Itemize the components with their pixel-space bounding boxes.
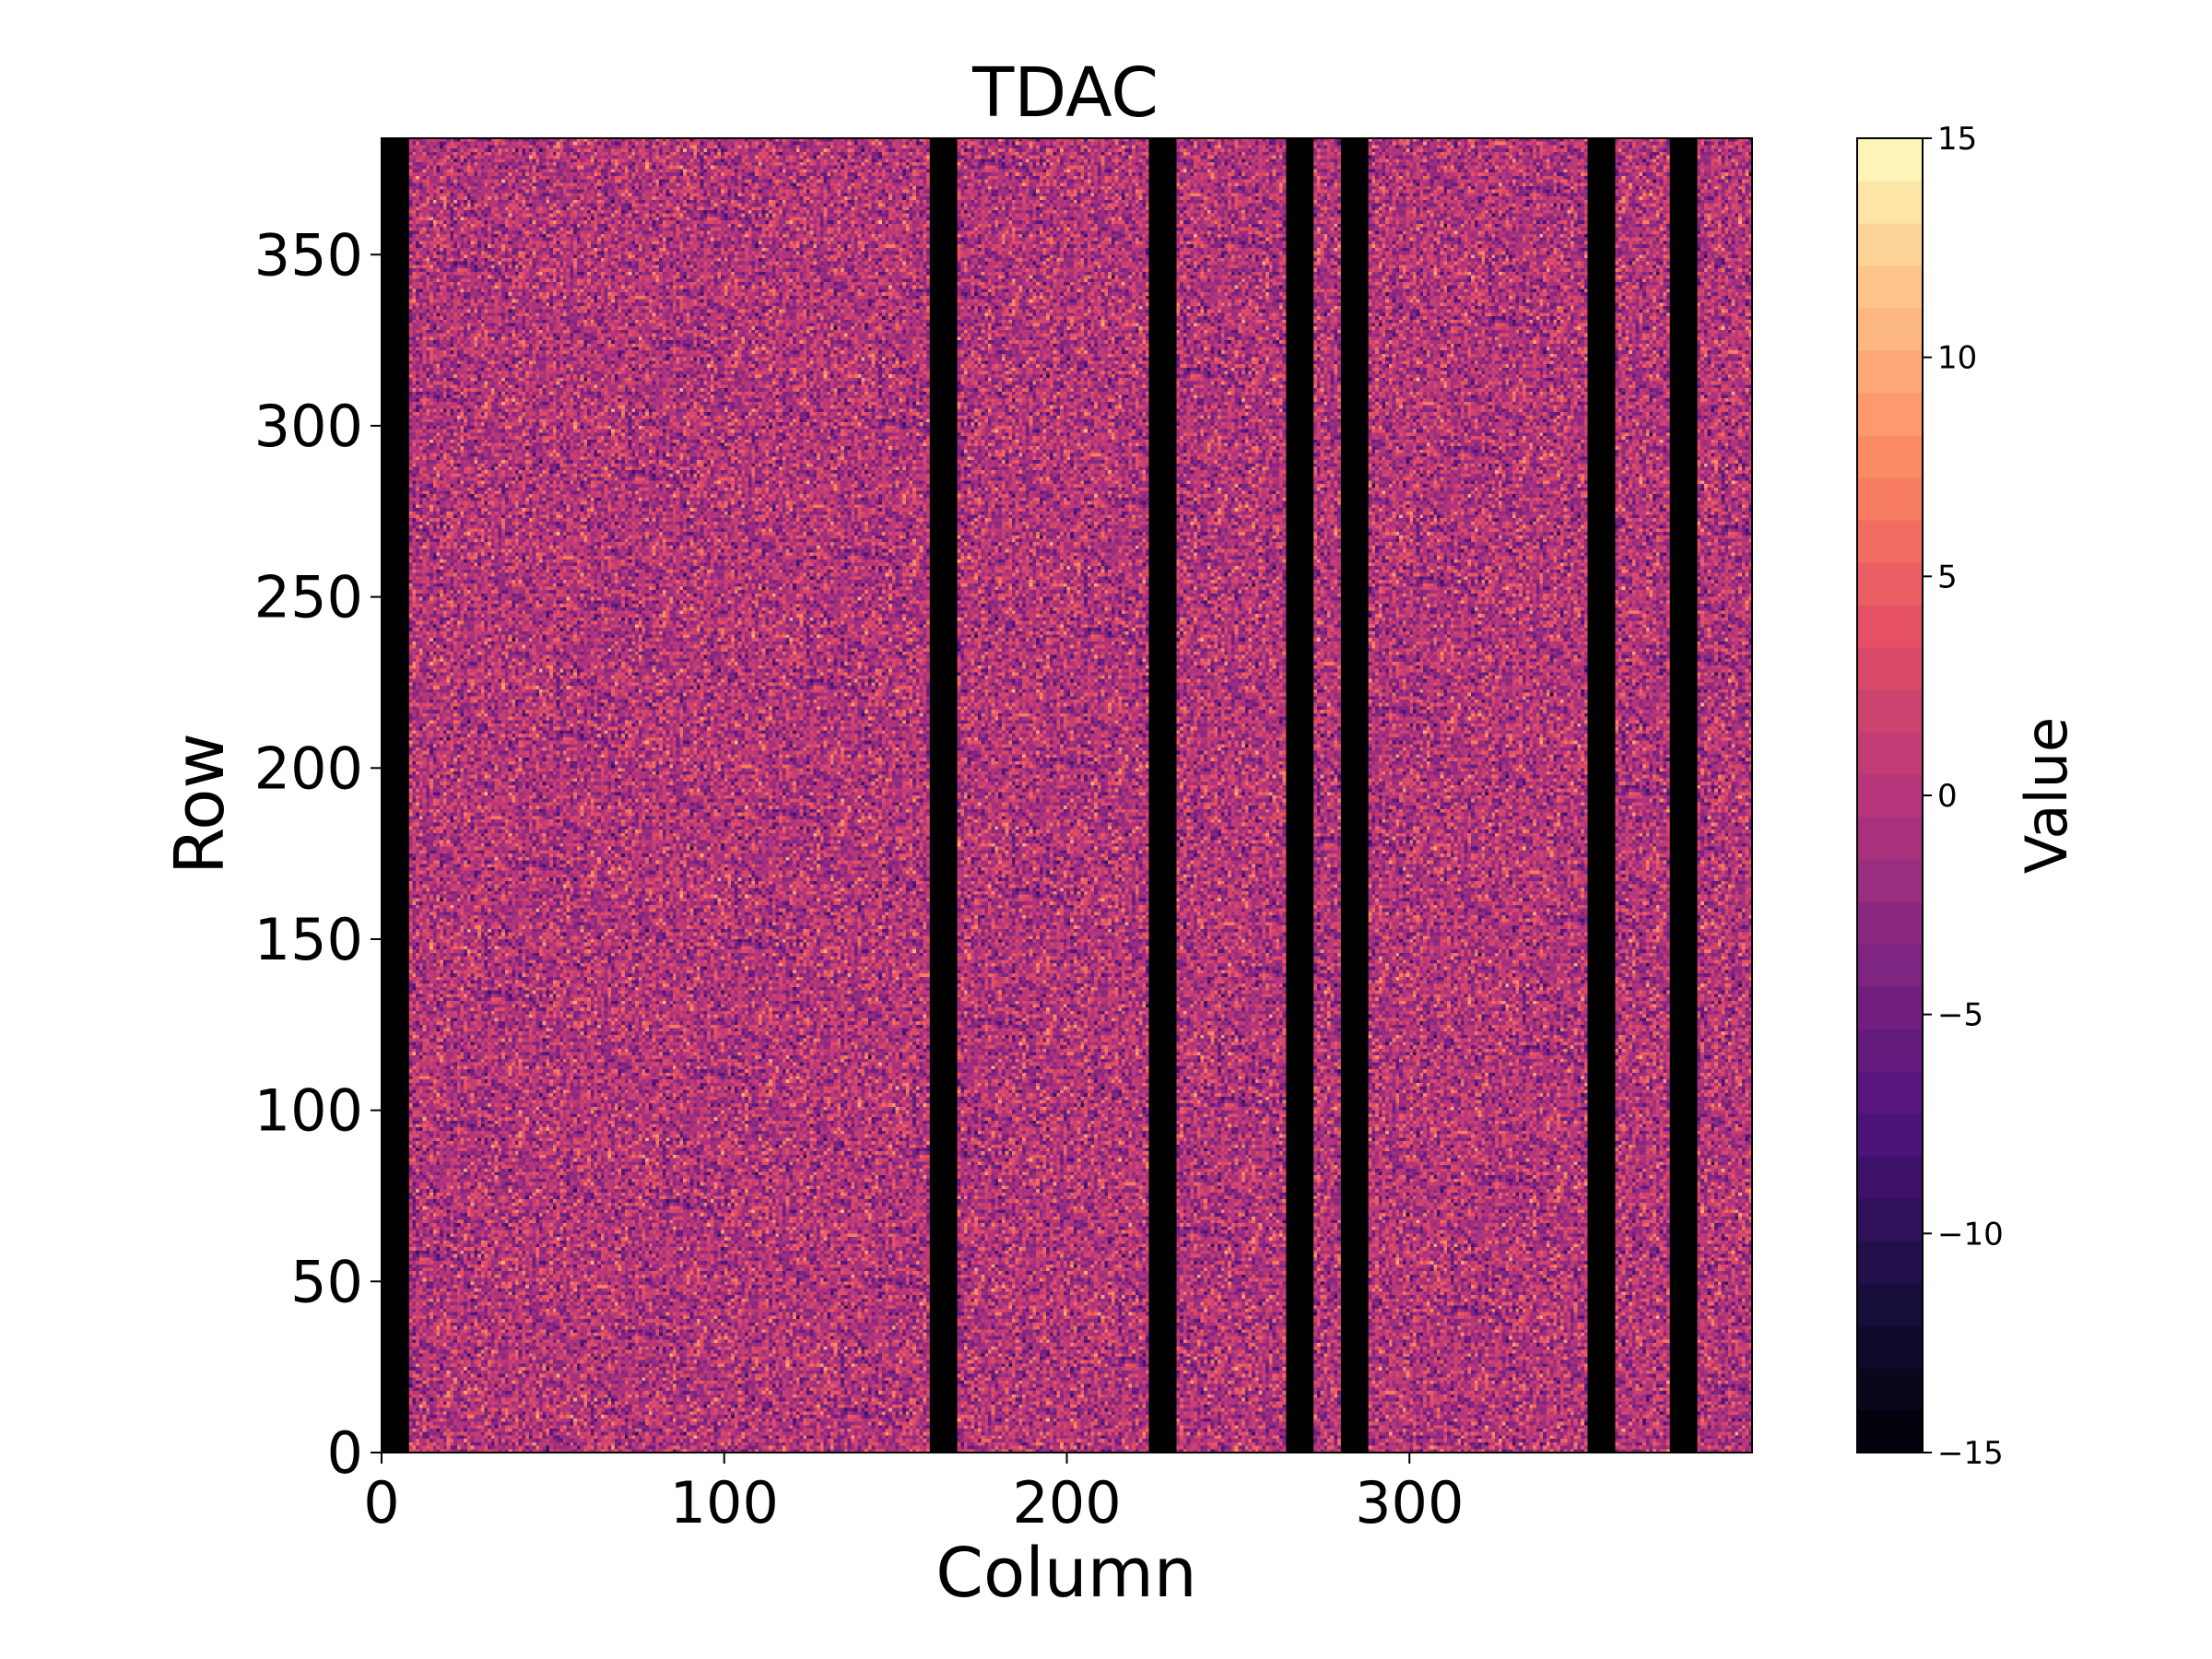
colorbar-band-3 [1857,1283,1923,1326]
colorbar-band-19 [1857,605,1923,648]
colorbar-band-13 [1857,859,1923,902]
colorbar-band-15 [1857,774,1923,818]
colorbar-band-21 [1857,520,1923,563]
colorbar-band-28 [1857,223,1923,266]
x-axis-ticks: 0 100 200 300 [363,1453,1464,1536]
y-tick-label-200: 200 [254,735,363,802]
colorbar-band-14 [1857,817,1923,860]
colorbar-tick-label-4: 5 [1937,559,1958,595]
colorbar-band-29 [1857,181,1923,224]
x-tick-label-200: 200 [1012,1469,1121,1536]
masked-column-band-1 [929,138,958,1453]
heatmap-plot-area [381,137,1753,1453]
chart-title: TDAC [971,53,1159,133]
colorbar-ticks: −15 −10 −5 0 5 10 15 [1923,121,2004,1472]
colorbar-band-16 [1857,732,1923,775]
colorbar-band-11 [1857,944,1923,987]
heatmap-canvas [382,138,1752,1453]
x-tick-label-100: 100 [670,1469,779,1536]
colorbar-tick-label-5: 10 [1937,340,1977,377]
y-axis-label: Row [160,733,240,875]
colorbar-band-27 [1857,265,1923,309]
x-tick-label-0: 0 [363,1469,399,1536]
y-tick-label-0: 0 [327,1419,363,1487]
colorbar-band-25 [1857,350,1923,394]
colorbar-band-12 [1857,901,1923,945]
colorbar-band-17 [1857,689,1923,733]
y-tick-label-300: 300 [254,393,363,460]
masked-column-band-2 [1148,138,1177,1453]
x-axis-label: Column [935,1534,1196,1613]
colorbar-tick-label-1: −10 [1937,1216,2004,1253]
y-tick-label-350: 350 [254,221,363,288]
colorbar-band-0 [1857,1410,1923,1453]
colorbar-band-24 [1857,393,1923,436]
masked-column-band-0 [382,138,409,1453]
colorbar-tick-label-2: −5 [1937,997,1983,1034]
colorbar-band-22 [1857,477,1923,521]
colorbar-band-2 [1857,1325,1923,1369]
masked-column-band-6 [1669,138,1698,1453]
y-tick-label-50: 50 [290,1248,363,1315]
colorbar-band-23 [1857,435,1923,478]
colorbar-band-4 [1857,1241,1923,1284]
colorbar-tick-label-6: 15 [1937,121,1977,158]
masked-column-band-4 [1340,138,1369,1453]
colorbar-band-5 [1857,1198,1923,1241]
colorbar-tick-label-0: −15 [1937,1435,2004,1472]
colorbar: −15 −10 −5 0 5 10 15 [1856,121,2004,1472]
masked-columns [382,138,1698,1453]
colorbar-band-7 [1857,1113,1923,1157]
y-axis-ticks: 0 50 100 150 200 250 300 350 [254,221,382,1487]
colorbar-band-20 [1857,562,1923,606]
x-tick-label-300: 300 [1355,1469,1464,1536]
colorbar-bands [1857,138,1923,1453]
masked-column-band-5 [1587,138,1616,1453]
colorbar-band-8 [1857,1071,1923,1114]
colorbar-band-26 [1857,308,1923,351]
colorbar-band-18 [1857,647,1923,690]
colorbar-band-10 [1857,986,1923,1030]
y-tick-label-250: 250 [254,564,363,631]
colorbar-band-1 [1857,1368,1923,1411]
masked-column-band-3 [1286,138,1314,1453]
colorbar-band-6 [1857,1156,1923,1199]
colorbar-band-30 [1857,138,1923,182]
colorbar-tick-label-3: 0 [1937,778,1958,815]
colorbar-label: Value [2013,717,2080,874]
colorbar-band-9 [1857,1029,1923,1072]
y-tick-label-100: 100 [254,1077,363,1145]
y-tick-label-150: 150 [254,906,363,973]
